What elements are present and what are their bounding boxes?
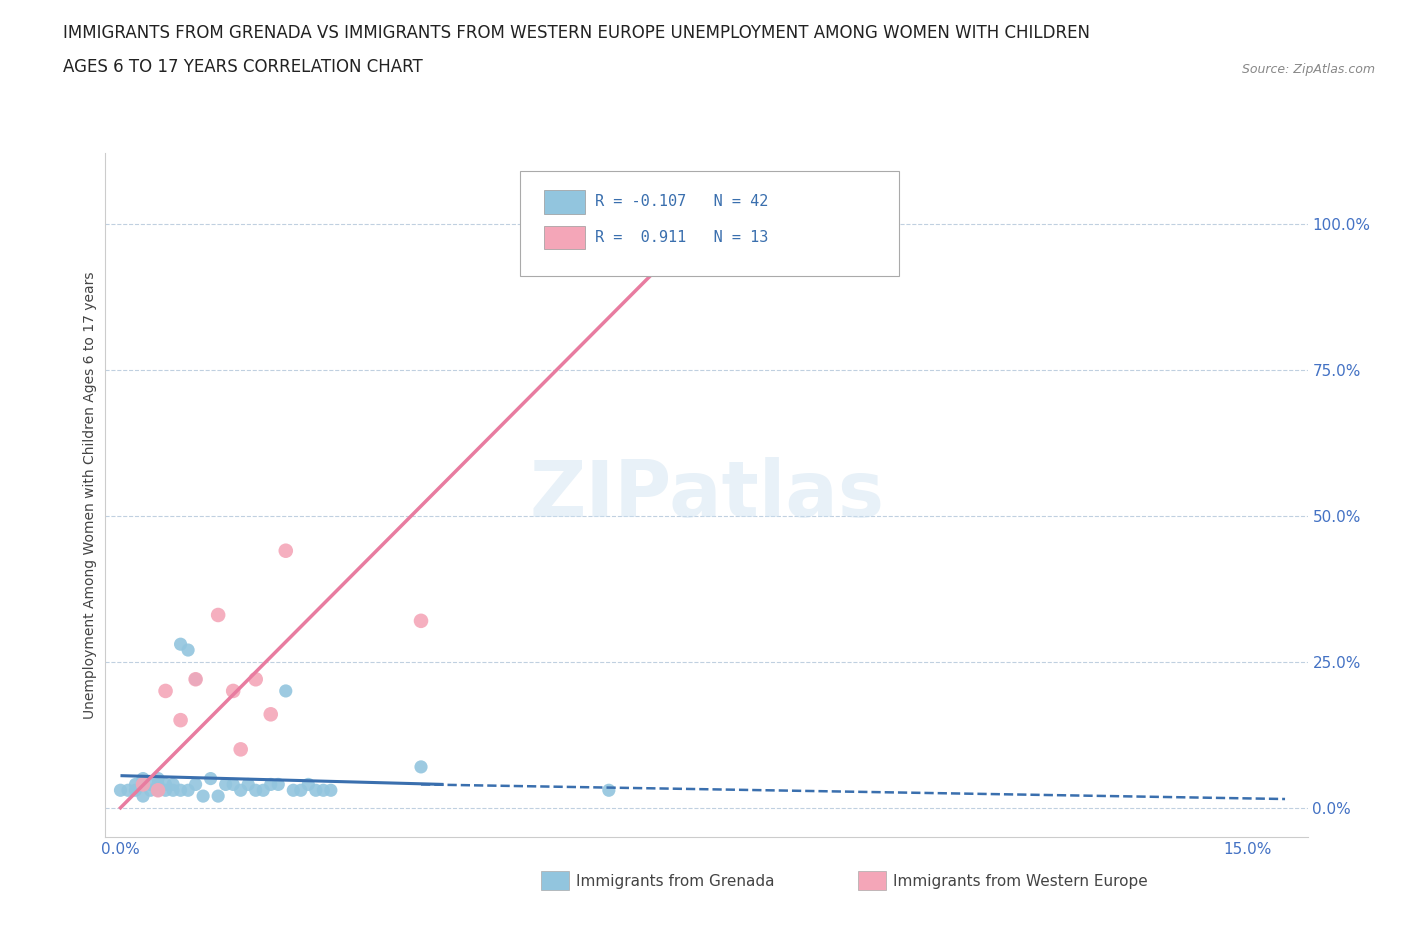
Point [200,771,222,786]
Point [162,777,184,791]
Point [672,216,695,231]
Point [312,783,335,798]
Point [598,783,620,798]
Text: Source: ZipAtlas.com: Source: ZipAtlas.com [1241,63,1375,76]
Point [155,777,177,791]
Point [222,777,245,791]
Point [132,777,155,791]
Point [222,684,245,698]
Text: Immigrants from Grenada: Immigrants from Grenada [576,874,775,889]
Point [132,777,155,791]
Y-axis label: Unemployment Among Women with Children Ages 6 to 17 years: Unemployment Among Women with Children A… [83,272,97,719]
Point [162,783,184,798]
Point [177,783,200,798]
Point [169,637,191,652]
Text: R = -0.107   N = 42: R = -0.107 N = 42 [595,194,768,209]
Point [409,614,432,629]
FancyBboxPatch shape [544,226,585,249]
FancyBboxPatch shape [520,170,898,276]
Point [132,789,155,804]
Point [110,783,132,798]
Text: IMMIGRANTS FROM GRENADA VS IMMIGRANTS FROM WESTERN EUROPE UNEMPLOYMENT AMONG WOM: IMMIGRANTS FROM GRENADA VS IMMIGRANTS FR… [63,24,1090,42]
Point [177,643,200,658]
Point [283,783,305,798]
Point [274,684,297,698]
Point [214,777,236,791]
Point [146,771,169,786]
Point [238,777,260,791]
Text: ZIPatlas: ZIPatlas [529,458,884,533]
Point [139,777,162,791]
Point [252,783,274,798]
Point [132,771,155,786]
Point [274,543,297,558]
Text: AGES 6 TO 17 YEARS CORRELATION CHART: AGES 6 TO 17 YEARS CORRELATION CHART [63,59,423,76]
Point [184,777,207,791]
Point [155,783,177,798]
Point [290,783,312,798]
Point [155,684,177,698]
Point [260,707,283,722]
Point [146,783,169,798]
Point [245,783,267,798]
Point [184,671,207,686]
Point [409,760,432,775]
Text: R =  0.911   N = 13: R = 0.911 N = 13 [595,230,768,245]
Point [139,783,162,798]
Point [305,783,328,798]
Point [117,783,139,798]
Point [169,783,191,798]
Point [319,783,342,798]
Point [245,671,267,686]
Point [260,777,283,791]
Point [146,783,169,798]
Point [184,671,207,686]
Point [267,777,290,791]
Point [169,712,191,727]
Point [124,783,146,798]
Point [229,742,252,757]
Point [191,789,214,804]
FancyBboxPatch shape [544,191,585,214]
Point [124,777,146,791]
Point [297,777,319,791]
Point [146,777,169,791]
Point [229,783,252,798]
Text: Immigrants from Western Europe: Immigrants from Western Europe [893,874,1147,889]
Point [207,607,229,622]
Point [207,789,229,804]
